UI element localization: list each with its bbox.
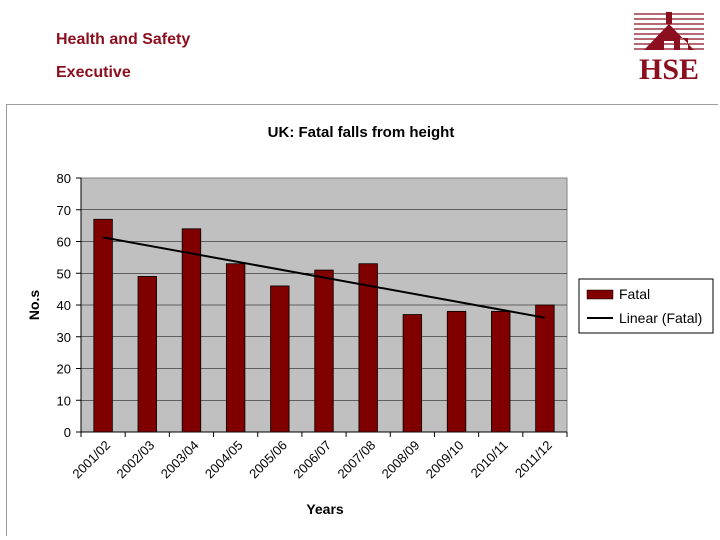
- trend-line: [102, 236, 546, 319]
- bar-2011-12: [535, 304, 555, 433]
- bar-2002-03: [137, 276, 157, 433]
- x-tick-label: 2001/02: [69, 438, 113, 482]
- hse-logo-text: HSE: [639, 53, 699, 82]
- legend-fatal-label: Fatal: [619, 286, 650, 302]
- x-tick-label: 2008/09: [379, 438, 423, 482]
- legend-trend-label: Linear (Fatal): [619, 310, 702, 326]
- legend-fatal-swatch: [586, 289, 614, 300]
- y-tick-label: 50: [57, 266, 71, 281]
- chart-frame: UK: Fatal falls from height 0 10 20 30 40 50 6…: [6, 104, 718, 536]
- x-tick-label: 2009/10: [423, 438, 467, 482]
- bar-2006-07: [314, 269, 334, 433]
- x-tick-label: 2003/04: [158, 438, 202, 482]
- y-tick-label: 30: [57, 330, 71, 345]
- x-tick-label: 2004/05: [202, 438, 246, 482]
- legend: Fatal Linear (Fatal): [578, 278, 714, 334]
- bar-2003-04: [181, 228, 202, 433]
- bar-2004-05: [225, 263, 246, 433]
- chart-area: UK: Fatal falls from height 0 10 20 30 40 50 6…: [26, 124, 714, 517]
- y-tick-label: 20: [57, 362, 71, 377]
- x-tick-label: 2007/08: [334, 438, 378, 482]
- org-name-line-2: Executive: [56, 64, 131, 81]
- hse-house-icon: [634, 12, 704, 50]
- x-axis-label: Years: [306, 501, 344, 517]
- y-tick-label: 80: [57, 171, 71, 186]
- bar-2001-02: [93, 218, 113, 433]
- bar-2010-11: [491, 310, 511, 433]
- y-tick-label: 10: [57, 393, 71, 408]
- bar-2005-06: [270, 285, 290, 433]
- x-tick-label: 2011/12: [512, 438, 555, 481]
- x-tick-label: 2006/07: [290, 438, 334, 482]
- org-name-line-1: Health and Safety: [56, 31, 191, 48]
- hse-logo: HSE: [634, 12, 704, 82]
- x-tick-label: 2010/11: [468, 438, 511, 481]
- bar-2008-09: [402, 314, 423, 433]
- y-tick-label: 40: [57, 298, 71, 313]
- bar-2007-08: [358, 263, 378, 433]
- y-tick-label: 60: [57, 235, 71, 250]
- x-tick-label: 2002/03: [114, 438, 158, 482]
- y-tick-label: 70: [57, 203, 71, 218]
- x-tick-label: 2005/06: [246, 438, 290, 482]
- chart-title: UK: Fatal falls from height: [268, 124, 455, 141]
- y-tick-label: 0: [64, 425, 71, 440]
- y-axis-label: No.s: [26, 290, 42, 321]
- legend-box: [578, 278, 714, 334]
- bar-2009-10: [446, 310, 467, 433]
